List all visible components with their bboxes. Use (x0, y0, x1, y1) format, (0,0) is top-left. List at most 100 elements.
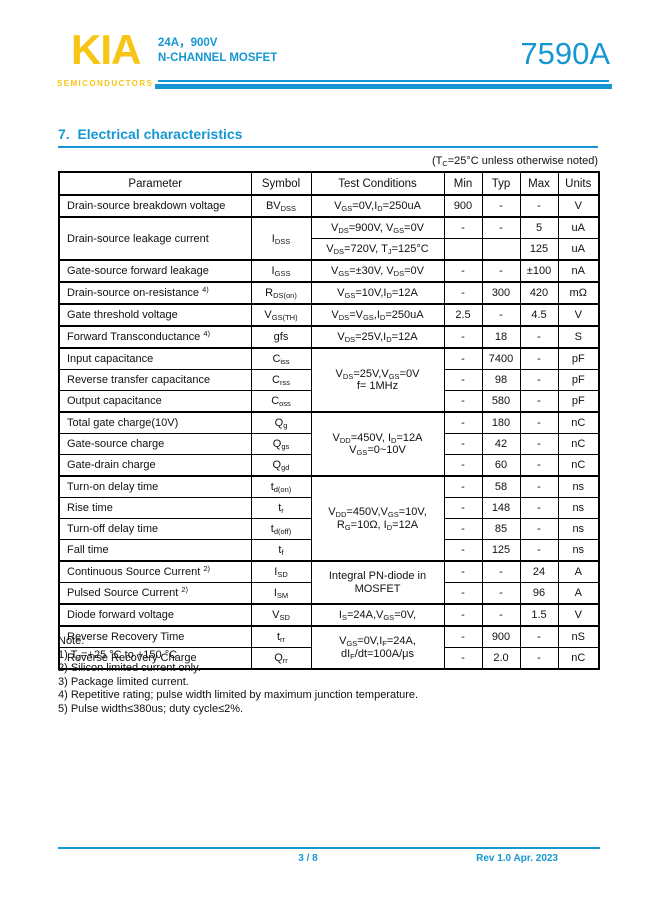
table-cell-val: nC (557, 411, 600, 434)
table-cell-val: 580 (481, 390, 521, 413)
table-cell-sym: gfs (250, 325, 312, 349)
note-item: 1) TJ=+25 °C to +150 °C (58, 648, 178, 662)
table-cell-val: 300 (481, 281, 521, 305)
product-type: N-CHANNEL MOSFET (158, 52, 278, 64)
table-cell-val: - (443, 454, 483, 477)
table-cell-cond: VDS=25V,ID=12A (310, 325, 445, 349)
table-cell-param: Drain-source leakage current (58, 216, 252, 261)
table-cell-val: 2.0 (481, 647, 521, 670)
table-cell-val: - (519, 433, 559, 455)
table-cell-val: A (557, 560, 600, 583)
table-row: Forward Transconductance 4) gfs VDS=25V,ID… (58, 325, 600, 349)
table-cell-val: V (557, 303, 600, 327)
table-row: Turn-on delay time td(on) VDD=450V,VGS=10V… (58, 475, 600, 562)
table-cell-sym: Ciss (250, 347, 312, 370)
table-cell-param: Rise time (58, 497, 252, 519)
table-cell-val: A (557, 582, 600, 605)
section-title-rule (58, 146, 598, 148)
table-cell-val: ns (557, 539, 600, 562)
table-cell-sym: Qgs (250, 433, 312, 455)
table-cell-val: 60 (481, 454, 521, 477)
table-cell-param: Fall time (58, 539, 252, 562)
table-cell-val: pF (557, 390, 600, 413)
table-cell-val: - (443, 647, 483, 670)
table-header-row: Parameter Symbol Test Conditions Min Typ Max U… (58, 171, 600, 196)
table-cell-val: - (443, 497, 483, 519)
notes-title: Note: (58, 635, 85, 647)
column-header: Max (519, 171, 559, 196)
table-row: Drain-source leakage current IDSS VDS=900V… (58, 216, 600, 261)
table-cell-param: Forward Transconductance 4) (58, 325, 252, 349)
column-header: Typ (481, 171, 521, 196)
table-cell-val: - (443, 625, 483, 648)
table-cell-val: ns (557, 475, 600, 498)
table-cell-val: 900 (481, 625, 521, 648)
table-row: Diode forward voltage VSD IS=24A,VGS=0V, - -… (58, 603, 600, 627)
table-cell-val: 420 (519, 281, 559, 305)
table-cell-param: Drain-source breakdown voltage (58, 194, 252, 218)
table-cell-param: Drain-source on-resistance 4) (58, 281, 252, 305)
table-cell-val: - (443, 433, 483, 455)
table-cell-val: - (481, 259, 521, 283)
table-cell-val: 180 (481, 411, 521, 434)
table-cell-val: nC (557, 647, 600, 670)
table-cell-sym: tr (250, 497, 312, 519)
table-cell-sym: ISM (250, 582, 312, 605)
table-cell-val: - (443, 582, 483, 605)
table-cell-param: Turn-on delay time (58, 475, 252, 498)
table-cell-val: - (443, 603, 483, 627)
table-cell-val: - (443, 216, 483, 239)
table-cell-val: - (443, 411, 483, 434)
table-cell-val: 58 (481, 475, 521, 498)
table-cell-val: 96 (519, 582, 559, 605)
table-cell-val: - (481, 194, 521, 218)
table-row: Gate-source forward leakage IGSS VGS=±30V,… (58, 259, 600, 283)
table-cell-val: 5 (519, 216, 559, 239)
table-row: Reverse transfer capacitance Crss -98- pF (58, 369, 600, 391)
table-cell-val: 1.5 (519, 603, 559, 627)
table-cell-val: 125 (481, 539, 521, 562)
table-row: Continuous Source Current 2) ISD Integral … (58, 560, 600, 605)
table-cell-val: nC (557, 433, 600, 455)
table-cell-cond: Integral PN-diode in MOSFET (310, 560, 445, 605)
table-cell-val: ns (557, 518, 600, 540)
table-cell-val: ±100 (519, 259, 559, 283)
table-cell-cond: VGS=10V,ID=12A (310, 281, 445, 305)
table-cell-val: 2.5 (443, 303, 483, 327)
table-cell-param: Gate-source charge (58, 433, 252, 455)
table-cell-val: - (443, 325, 483, 349)
table-cell-val: 7400 (481, 347, 521, 370)
table-cell-val: - (481, 560, 521, 583)
table-cell-param: Output capacitance (58, 390, 252, 413)
table-cell-cond: VGS=0V,ID=250uA (310, 194, 445, 218)
table-cell-sym: Qgd (250, 454, 312, 477)
table-cell-sym: td(on) (250, 475, 312, 498)
kia-logo: KIA (71, 26, 141, 73)
table-cell-val: 42 (481, 433, 521, 455)
table-cell-cond: VDS=VGS,ID=250uA (310, 303, 445, 327)
note-item: 4) Repetitive rating; pulse width limite… (58, 689, 419, 701)
table-cell-val: 125 (519, 238, 559, 261)
product-rating: 24A，900V (158, 37, 218, 49)
table-cell-sym: IDSS (250, 216, 312, 261)
header-rule-thin (158, 80, 609, 82)
revision-label: Rev 1.0 Apr. 2023 (476, 853, 558, 864)
table-cell-sym: td(off) (250, 518, 312, 540)
table-cell-val: - (443, 347, 483, 370)
table-cell-val: - (443, 518, 483, 540)
table-cell-param: Gate-drain charge (58, 454, 252, 477)
table-cell-cond: VDS=900V, VGS=0V (310, 216, 445, 239)
table-cell-val: - (519, 411, 559, 434)
table-cell-val: - (443, 539, 483, 562)
table-cell-sym: Crss (250, 369, 312, 391)
logo-subtext: SEMICONDUCTORS (57, 79, 154, 88)
table-cell-val: - (443, 369, 483, 391)
table-row: Drain-source breakdown voltage BVDSS VGS=0… (58, 194, 600, 218)
table-cell-cond: VGS=±30V, VDS=0V (310, 259, 445, 283)
table-row: Gate-drain charge Qgd -60- nC (58, 454, 600, 477)
table-cell-param: Reverse Recovery Charge (58, 647, 252, 670)
table-cell-param: Reverse transfer capacitance (58, 369, 252, 391)
table-cell-val: - (519, 369, 559, 391)
column-header: Min (443, 171, 483, 196)
table-cell-cond: VDD=450V,VGS=10V, RG=10Ω, ID=12A (310, 475, 445, 562)
